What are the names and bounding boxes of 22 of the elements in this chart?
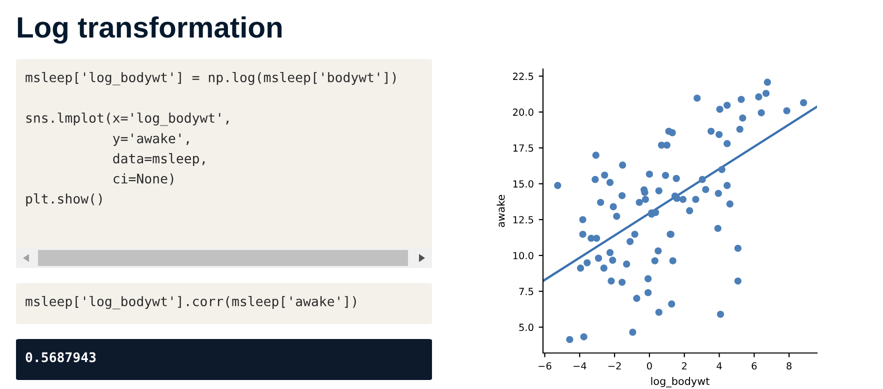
x-tick-label: −6	[538, 362, 552, 370]
text: msleep['log_bodywt'] = np.log(msleep['bodywt']) sns.lmplot(x='log_bodywt', y='awake', data=msleep, ci=None) plt.show()	[26, 72, 396, 206]
text: msleep['log_bodywt'].corr(msleep['awake'])	[26, 296, 356, 310]
y-tick-label: 12.5	[513, 216, 534, 224]
y-tick-label: 5.0	[519, 324, 534, 332]
x-tick-label: 4	[716, 362, 722, 370]
x-tick-label: −2	[608, 362, 621, 370]
text: 0.5687943	[26, 352, 96, 362]
text: Log transformation	[18, 16, 282, 44]
x-tick-label: −4	[574, 362, 586, 370]
y-axis-title: awake	[496, 194, 505, 228]
y-tick-label: 22.5	[513, 72, 534, 80]
y-tick-label: 7.5	[519, 288, 534, 296]
x-tick-label: 6	[752, 362, 757, 370]
y-tick-label: 17.5	[513, 144, 534, 152]
y-tick-label: 15.0	[513, 180, 534, 188]
y-tick-label: 10.0	[513, 252, 534, 260]
x-tick-label: 8	[786, 362, 792, 370]
y-tick-label: 20.0	[513, 108, 534, 116]
x-axis-title: log_bodywt	[651, 376, 710, 388]
x-tick-label: 2	[682, 362, 686, 370]
x-tick-label: 0	[647, 362, 652, 370]
